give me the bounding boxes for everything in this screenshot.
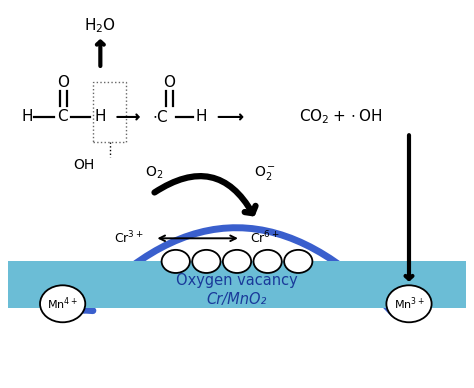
Text: OH: OH <box>73 158 94 172</box>
Text: $\mathregular{Cr^{6+}}$: $\mathregular{Cr^{6+}}$ <box>250 230 280 247</box>
Text: $\mathregular{CO_2 + \cdot OH}$: $\mathregular{CO_2 + \cdot OH}$ <box>299 107 383 126</box>
Circle shape <box>284 250 312 273</box>
Circle shape <box>40 285 85 322</box>
Text: $\mathregular{Cr^{3+}}$: $\mathregular{Cr^{3+}}$ <box>114 230 144 247</box>
Text: H: H <box>95 109 106 125</box>
Circle shape <box>386 285 432 322</box>
Text: $\mathregular{Mn^{3+}}$: $\mathregular{Mn^{3+}}$ <box>393 296 424 312</box>
Circle shape <box>254 250 282 273</box>
Text: $\mathregular{O_2^-}$: $\mathregular{O_2^-}$ <box>254 164 276 182</box>
Text: Oxygen vacancy: Oxygen vacancy <box>176 273 298 288</box>
Text: C: C <box>57 109 68 125</box>
Text: $\mathregular{H_2O}$: $\mathregular{H_2O}$ <box>84 16 116 35</box>
Text: O: O <box>57 75 69 90</box>
Text: $\cdot$C: $\cdot$C <box>152 109 169 125</box>
Circle shape <box>192 250 220 273</box>
Text: H: H <box>21 109 33 125</box>
Text: $\mathregular{Mn^{4+}}$: $\mathregular{Mn^{4+}}$ <box>47 296 78 312</box>
Text: Cr/MnO₂: Cr/MnO₂ <box>207 293 267 307</box>
Circle shape <box>223 250 251 273</box>
Bar <box>9 262 465 308</box>
Text: H: H <box>196 109 208 125</box>
Circle shape <box>162 250 190 273</box>
Text: $\mathregular{O_2}$: $\mathregular{O_2}$ <box>146 165 164 181</box>
Text: O: O <box>163 75 175 90</box>
